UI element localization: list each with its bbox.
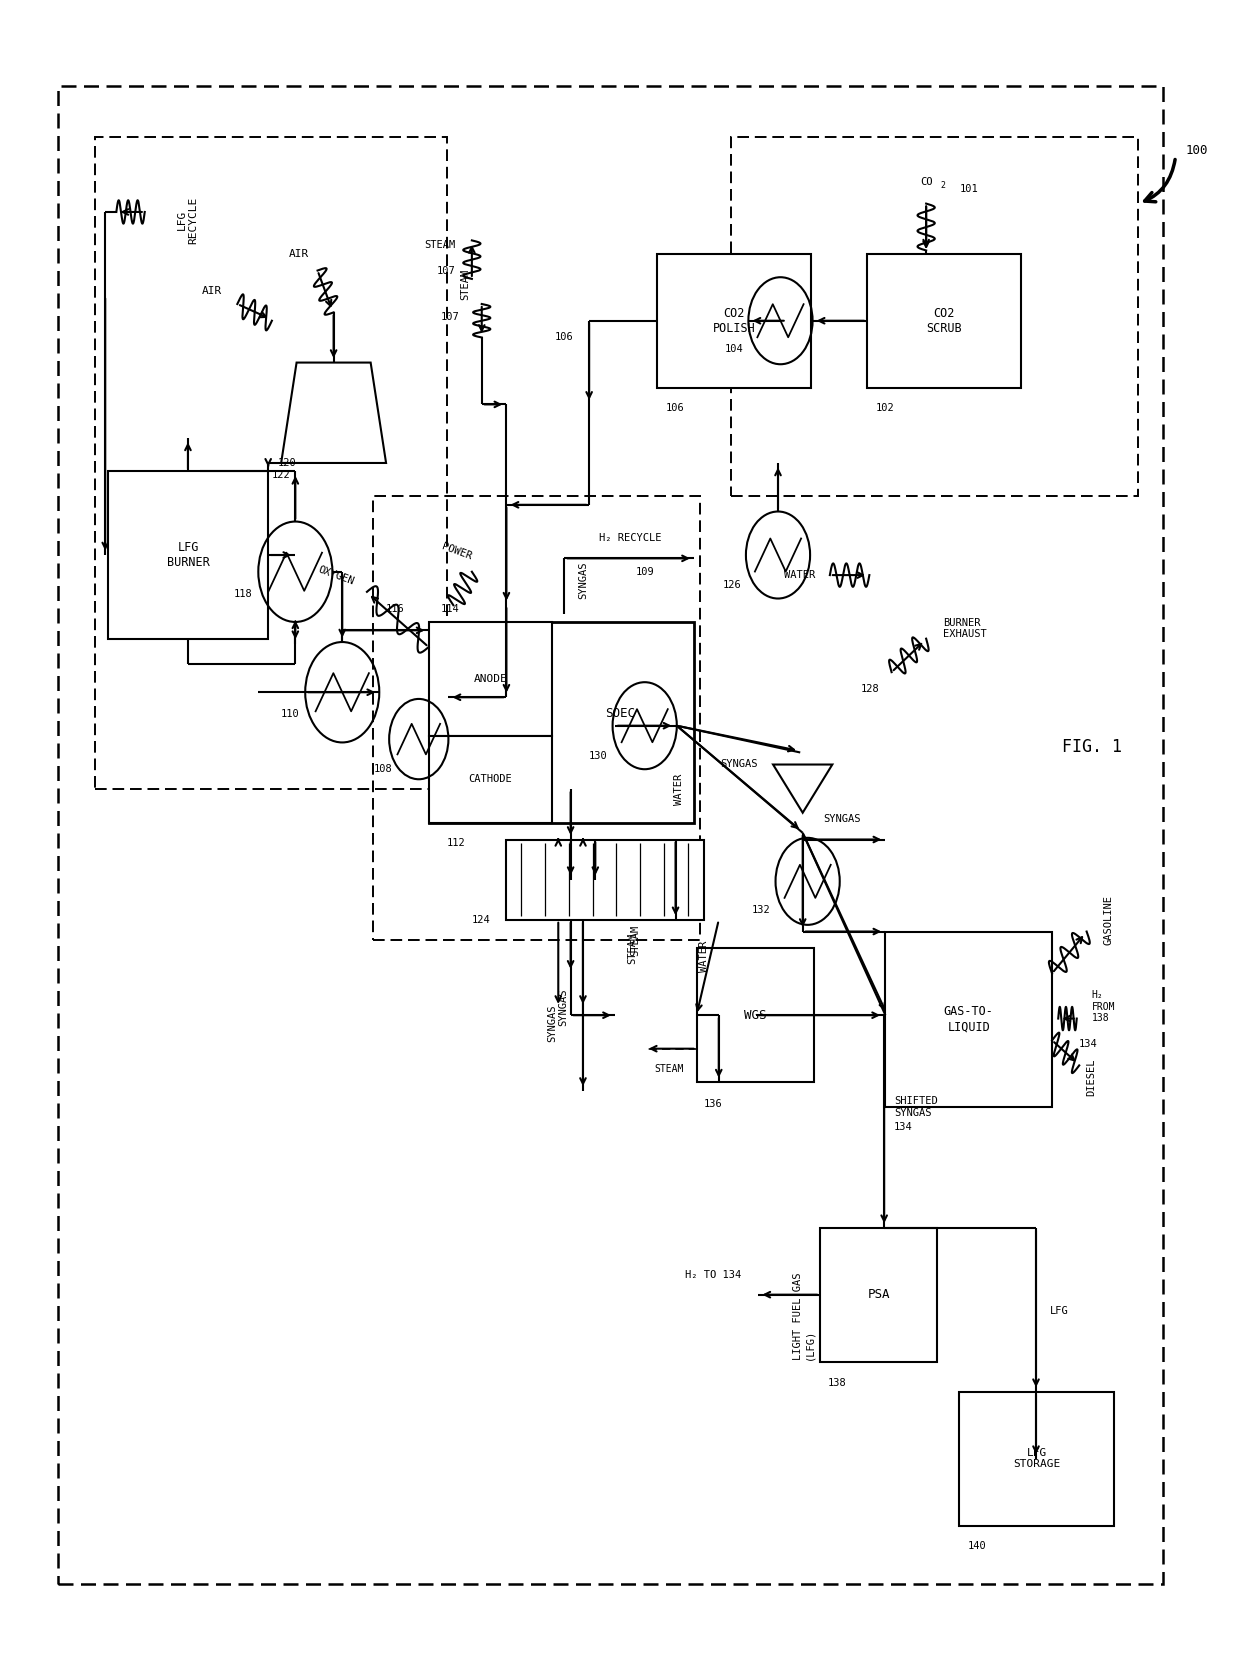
Text: 108: 108: [374, 764, 393, 774]
Text: CO: CO: [920, 176, 932, 186]
Text: LIGHT FUEL GAS
(LFG): LIGHT FUEL GAS (LFG): [792, 1273, 815, 1360]
Bar: [373, 497, 701, 940]
Text: 109: 109: [635, 568, 653, 578]
Text: SYNGAS: SYNGAS: [558, 989, 568, 1026]
Text: 138: 138: [827, 1378, 846, 1389]
Text: STEAM: STEAM: [627, 932, 637, 964]
Bar: [885, 932, 1052, 1106]
Bar: [820, 1227, 937, 1362]
Bar: [657, 254, 811, 388]
Text: STEAM: STEAM: [424, 240, 456, 250]
Bar: [867, 254, 1022, 388]
Text: BURNER
EXHAUST: BURNER EXHAUST: [944, 618, 987, 640]
Text: 102: 102: [875, 403, 894, 413]
Text: 126: 126: [722, 581, 742, 589]
Bar: [506, 840, 704, 920]
Text: STEAM: STEAM: [630, 923, 640, 955]
Text: 104: 104: [724, 344, 744, 354]
Text: 140: 140: [968, 1541, 987, 1551]
Text: WATER: WATER: [784, 571, 815, 581]
Bar: [429, 735, 552, 823]
Text: WGS: WGS: [744, 1009, 766, 1023]
Text: ANODE: ANODE: [474, 673, 507, 683]
Text: 130: 130: [589, 751, 608, 761]
Bar: [732, 136, 1138, 497]
Bar: [108, 472, 268, 638]
Text: 120: 120: [278, 458, 296, 468]
Text: 110: 110: [280, 709, 299, 719]
Text: GASOLINE: GASOLINE: [1104, 895, 1114, 945]
Text: 112: 112: [448, 838, 466, 848]
Text: SYNGAS: SYNGAS: [719, 759, 758, 769]
Text: SYNGAS: SYNGAS: [578, 561, 588, 599]
Text: LFG
RECYCLE: LFG RECYCLE: [177, 196, 198, 243]
Text: SYNGAS: SYNGAS: [547, 1004, 557, 1043]
Bar: [429, 621, 552, 735]
Text: LFG
BURNER: LFG BURNER: [166, 541, 210, 569]
Text: LFG: LFG: [1049, 1306, 1069, 1316]
Bar: [95, 136, 448, 789]
Text: WATER: WATER: [675, 774, 684, 804]
Text: 118: 118: [233, 589, 252, 598]
Text: 106: 106: [666, 403, 684, 413]
Text: POWER: POWER: [440, 542, 474, 562]
Text: 134: 134: [894, 1122, 913, 1132]
Text: AIR: AIR: [289, 248, 309, 259]
Text: LFG
STORAGE: LFG STORAGE: [1013, 1447, 1060, 1469]
Text: 134: 134: [1079, 1039, 1097, 1049]
Text: 2: 2: [941, 181, 946, 190]
Text: H₂ RECYCLE: H₂ RECYCLE: [599, 534, 661, 544]
Text: SHIFTED
SYNGAS: SHIFTED SYNGAS: [894, 1096, 937, 1118]
Bar: [429, 621, 694, 823]
Text: 107: 107: [436, 265, 456, 275]
Text: CATHODE: CATHODE: [469, 774, 512, 784]
Text: SOEC: SOEC: [605, 707, 635, 720]
Bar: [960, 1392, 1114, 1526]
Text: 128: 128: [861, 683, 879, 693]
Text: H₂
FROM
138: H₂ FROM 138: [1091, 991, 1115, 1024]
Text: STEAM: STEAM: [655, 1064, 684, 1075]
Text: FIG. 1: FIG. 1: [1061, 739, 1121, 757]
Text: 100: 100: [1185, 143, 1208, 156]
Text: DIESEL: DIESEL: [1086, 1058, 1096, 1096]
Text: OXYGEN: OXYGEN: [316, 564, 356, 586]
Bar: [697, 949, 813, 1083]
Text: PSA: PSA: [867, 1288, 890, 1301]
Bar: [58, 86, 1163, 1585]
Text: 101: 101: [960, 183, 978, 193]
Text: H₂ TO 134: H₂ TO 134: [684, 1269, 742, 1279]
Text: 132: 132: [751, 905, 770, 915]
Text: GAS-TO-
LIQUID: GAS-TO- LIQUID: [944, 1006, 993, 1033]
Text: 114: 114: [441, 603, 460, 613]
Text: 124: 124: [471, 915, 490, 925]
Text: 107: 107: [440, 312, 460, 322]
Text: STEAM: STEAM: [461, 269, 471, 299]
Text: 136: 136: [704, 1098, 723, 1108]
Text: WATER: WATER: [699, 940, 709, 972]
Text: 122: 122: [272, 470, 290, 480]
Text: 106: 106: [554, 332, 573, 343]
Text: 116: 116: [386, 603, 404, 613]
Text: CO2
SCRUB: CO2 SCRUB: [926, 307, 962, 334]
Text: AIR: AIR: [202, 285, 222, 296]
Text: SYNGAS: SYNGAS: [823, 814, 861, 824]
Text: CO2
POLISH: CO2 POLISH: [713, 307, 755, 334]
